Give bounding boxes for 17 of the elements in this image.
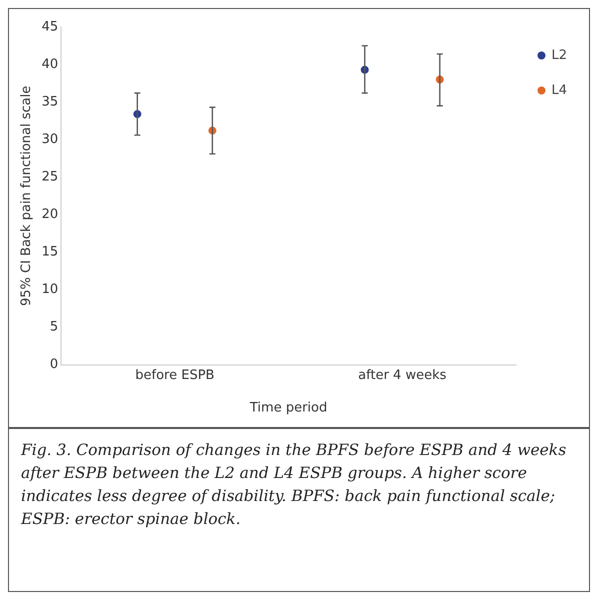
x-tick-label: before ESPB xyxy=(135,368,214,383)
y-tick-label: 10 xyxy=(42,282,58,298)
y-tick-label: 5 xyxy=(50,320,58,335)
y-tick-label: 35 xyxy=(42,94,58,110)
y-tick-label: 0 xyxy=(50,357,58,372)
caption: Fig. 3. Comparison of changes in the BPFS before ESPB and 4 weeks after ESPB between the L2 and L4 ESPB groups. A higher score indicates less degree of disability. BPFS: back pain functional scale; ESPB: erector spinae block. xyxy=(9,427,589,541)
y-tick-label: 15 xyxy=(42,244,58,260)
y-axis-title: 95% CI Back pain functional scale xyxy=(19,86,34,306)
x-axis-title: Time period xyxy=(248,400,328,416)
y-tick-label: 20 xyxy=(42,207,58,222)
y-tick-label: 25 xyxy=(42,170,58,185)
y-tick-label: 45 xyxy=(42,19,58,34)
legend-label: L2 xyxy=(551,48,567,63)
x-tick-label: after 4 weeks xyxy=(358,368,447,383)
y-tick-label: 40 xyxy=(42,56,58,72)
y-tick-label: 30 xyxy=(42,132,58,147)
legend-label: L4 xyxy=(551,82,567,98)
